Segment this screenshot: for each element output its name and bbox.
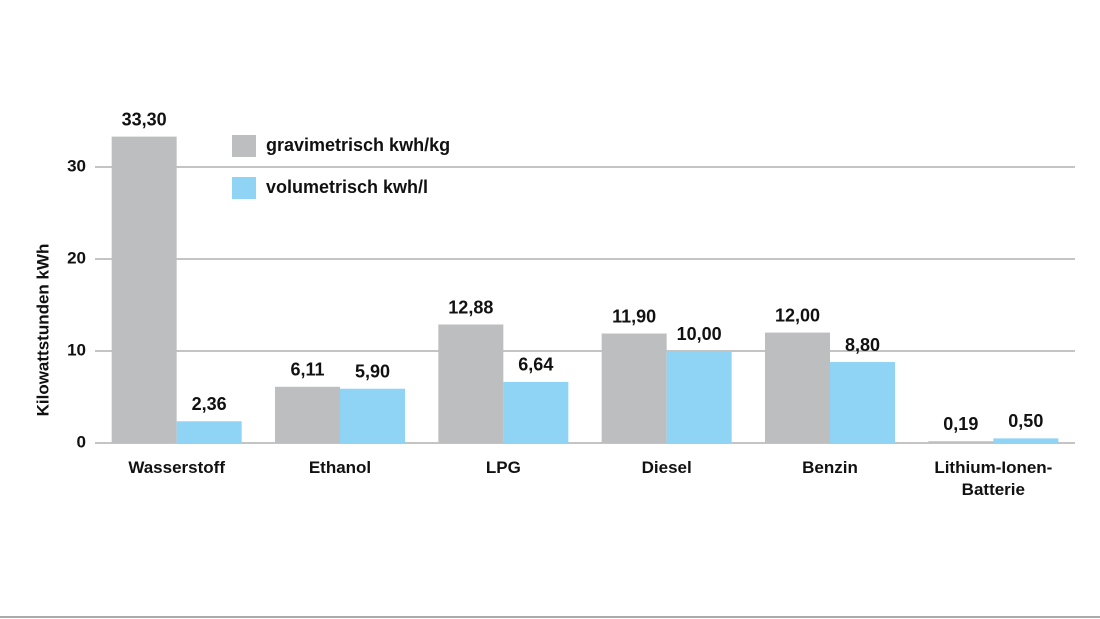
legend-swatch — [232, 177, 256, 199]
value-label: 6,64 — [518, 355, 553, 375]
bar — [438, 324, 504, 443]
x-tick-label: Lithium-Ionen-Batterie — [934, 458, 1053, 499]
x-tick-label: Benzin — [802, 458, 858, 477]
bar — [666, 351, 732, 443]
bar — [928, 441, 994, 443]
legend-swatch — [232, 135, 256, 157]
y-tick-label: 0 — [77, 432, 86, 451]
bar — [340, 388, 405, 443]
bar — [765, 332, 830, 443]
y-tick-label: 30 — [67, 156, 86, 175]
bar — [111, 136, 177, 443]
x-tick-label: Wasserstoff — [128, 458, 225, 477]
value-label: 8,80 — [845, 335, 880, 355]
value-label: 11,90 — [612, 306, 656, 326]
legend-label: volumetrisch kwh/l — [266, 177, 428, 197]
legend-label: gravimetrisch kwh/kg — [266, 135, 450, 155]
value-label: 0,50 — [1008, 411, 1043, 431]
value-label: 33,30 — [122, 109, 167, 129]
x-tick-label: Ethanol — [308, 458, 372, 477]
y-tick-label: 10 — [67, 340, 86, 359]
bar — [503, 381, 569, 443]
y-tick-label: 20 — [67, 248, 86, 267]
value-label: 5,90 — [355, 361, 390, 381]
bar — [993, 438, 1059, 443]
x-tick-label: LPG — [485, 458, 521, 477]
x-tick-label: Diesel — [641, 458, 692, 477]
value-label: 2,36 — [192, 394, 227, 414]
value-label: 12,00 — [775, 305, 820, 325]
y-axis-label: Kilowattstunden kWh — [33, 244, 52, 417]
bar — [601, 333, 667, 443]
bar — [275, 386, 340, 443]
value-label: 6,11 — [290, 360, 324, 380]
bar — [176, 421, 242, 443]
bar — [830, 362, 895, 443]
value-label: 10,00 — [677, 324, 722, 344]
value-label: 0,19 — [943, 414, 978, 434]
value-label: 12,88 — [448, 297, 493, 317]
